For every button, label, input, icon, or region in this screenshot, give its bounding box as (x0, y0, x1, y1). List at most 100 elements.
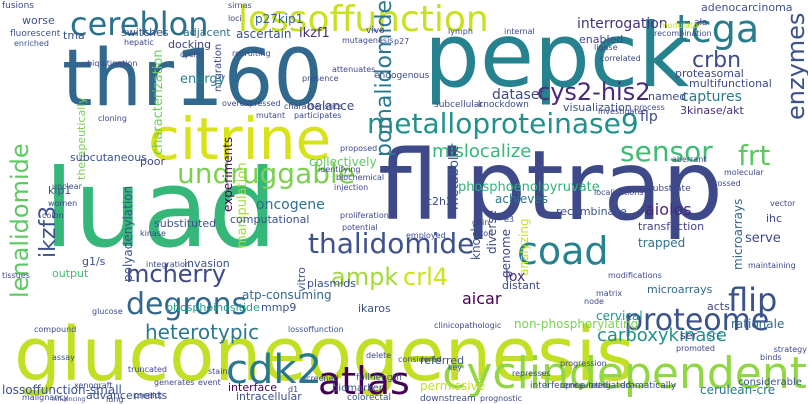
cloud-word: gluconeogenesis (14, 312, 635, 398)
cloud-word: proposed (340, 144, 378, 153)
cloud-word: endogenous (374, 71, 430, 81)
cloud-word: integration (146, 260, 190, 269)
cloud-word: glucose (92, 307, 123, 316)
cloud-word: truncated (128, 365, 168, 374)
cloud-word: phosphoinositide (166, 301, 260, 314)
cloud-word: visualization (563, 101, 632, 114)
cloud-word: mutagenesis (342, 36, 394, 45)
cloud-word: substrate (648, 184, 691, 194)
cloud-word: maintaining (748, 261, 796, 270)
cloud-word: ala (694, 18, 708, 28)
cloud-word: advancements (86, 389, 168, 402)
cloud-word: crl4 (403, 263, 448, 291)
cloud-word: thalidomide (308, 227, 475, 260)
cloud-word: recruiting (232, 49, 271, 58)
cloud-word: cereblon (70, 5, 209, 43)
cloud-word: stain (208, 367, 228, 376)
cloud-word: trapped (638, 236, 686, 250)
cloud-word: localizations (594, 188, 644, 197)
cloud-word: e3 (504, 215, 515, 224)
cloud-word: lossoffunction-small (2, 383, 122, 397)
cloud-word: cys2-his2 (537, 78, 651, 106)
cloud-word: captures (681, 89, 742, 105)
cloud-word: participates (294, 111, 342, 120)
cloud-word: modifications (608, 271, 662, 280)
cloud-word: loci (228, 14, 242, 23)
cloud-word: ikzf1 (299, 26, 330, 41)
cloud-word: rationale (731, 317, 785, 331)
cloud-word: characteristics (284, 102, 343, 111)
cloud-word: potential (342, 223, 378, 232)
cloud-word: fusions (2, 1, 34, 11)
cloud-word: undruggable (177, 157, 356, 190)
cloud-word: dramatically (620, 381, 677, 391)
cloud-word: multifunctional (689, 77, 772, 90)
cloud-word: enriched (14, 39, 49, 48)
cloud-word: promoted (676, 344, 715, 353)
cloud-word: investigate (598, 107, 643, 116)
cloud-word: dataset (492, 87, 545, 103)
cloud-word: polyadenylation (121, 185, 135, 282)
cloud-word: serve (745, 231, 781, 246)
cloud-word: kinase (140, 229, 166, 238)
cloud-word: malignancy (22, 393, 69, 402)
cloud-word: enabled (579, 33, 624, 46)
cloud-word: tcga (676, 7, 760, 51)
cloud-word: screened (302, 374, 339, 383)
cloud-word: phosphoenolpyruvate (458, 180, 600, 195)
cloud-word: process (634, 103, 665, 112)
cloud-word: considerable (738, 377, 802, 388)
cloud-word: binds (760, 353, 782, 362)
cloud-word: xenograft (74, 381, 113, 390)
cloud-word: fliptrap (378, 130, 723, 242)
cloud-word: p27kip1 (255, 12, 304, 26)
cloud-word: ser (680, 329, 698, 342)
cloud-word: crbn (692, 48, 742, 73)
cloud-word: vivo (366, 26, 385, 36)
cloud-word: subcellular (434, 100, 484, 110)
cloud-word: knockdown (478, 100, 529, 110)
cloud-word: key (448, 363, 463, 372)
cloud-word: colorectal (347, 393, 391, 403)
cloud-word: lymph (448, 27, 473, 36)
cloud-word: substituted (154, 217, 217, 230)
cloud-word: generates (154, 378, 195, 387)
cloud-word: cdk2 (226, 347, 322, 393)
cloud-word: ampk (331, 263, 399, 291)
cloud-word: distant (502, 279, 541, 292)
cloud-word: mmp9 (261, 301, 297, 314)
cloud-word: identifying (318, 165, 361, 174)
cloud-word: tissues (2, 271, 30, 280)
cloud-word: energy (180, 72, 226, 87)
cloud-word: worse (22, 14, 55, 27)
cloud-word: balance (307, 99, 355, 113)
cloud-word: coad (517, 229, 609, 273)
cloud-word: proteome (624, 303, 770, 338)
cloud-word: cervical (596, 309, 643, 323)
cloud-word: microarrays (731, 198, 745, 270)
cloud-word: full-length (356, 373, 402, 383)
cloud-word: microarrays (647, 283, 713, 296)
cloud-word: mutant (256, 111, 286, 120)
cloud-word: lossoffunction (238, 0, 489, 40)
cloud-word: prognostic (480, 394, 523, 403)
cloud-word: recombination (654, 29, 712, 38)
cloud-word: interrogation (577, 16, 668, 32)
cloud-word: heterotypic (145, 320, 260, 344)
cloud-word: women (48, 199, 78, 208)
cloud-word: influencing (52, 396, 86, 403)
cloud-word: enzymes (782, 12, 808, 120)
cloud-word: vector (770, 199, 796, 208)
cloud-word: p27 (394, 37, 410, 46)
cloud-word: therapeutically (75, 97, 88, 180)
cloud-word: collectively (309, 155, 377, 169)
cloud-word: lox (505, 269, 526, 285)
cloud-word: plasmids (307, 277, 356, 290)
cloud-word: aicar (462, 289, 502, 308)
cloud-word: node (584, 297, 604, 306)
cloud-word: crc (706, 329, 723, 342)
cloud-word: event (198, 378, 221, 387)
cloud-word: lung (106, 395, 124, 404)
cloud-word: unclear (52, 182, 82, 191)
